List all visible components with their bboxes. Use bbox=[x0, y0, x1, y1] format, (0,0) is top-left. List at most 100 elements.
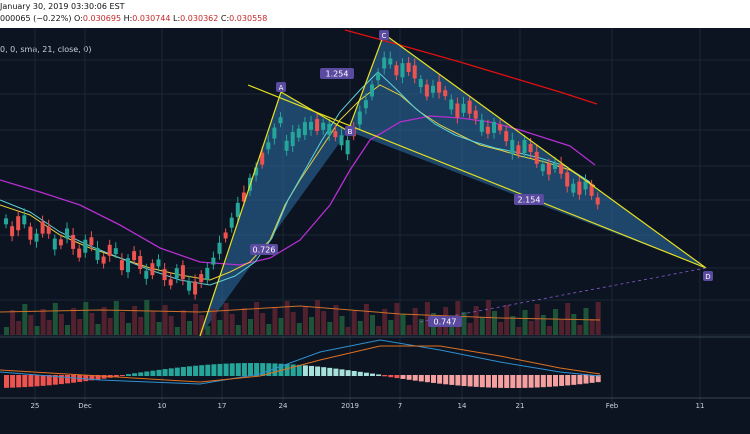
volume-bar-77 bbox=[473, 306, 479, 335]
macd-bar-37 bbox=[229, 363, 235, 376]
volume-bar-51 bbox=[315, 300, 321, 335]
macd-bar-51 bbox=[315, 366, 321, 376]
candle-body-54 bbox=[333, 131, 338, 138]
macd-bar-59 bbox=[363, 372, 369, 376]
candle-body-55 bbox=[339, 135, 344, 146]
macd-bar-90 bbox=[553, 375, 558, 387]
macd-bar-96 bbox=[589, 375, 595, 383]
candle-body-16 bbox=[101, 256, 106, 264]
volume-bar-33 bbox=[205, 326, 211, 335]
volume-bar-36 bbox=[223, 303, 229, 335]
volume-bar-3 bbox=[22, 304, 28, 335]
volume-bar-90 bbox=[553, 309, 558, 335]
pattern-line-bd-dashed bbox=[419, 267, 707, 323]
candle-body-7 bbox=[46, 226, 51, 234]
macd-bar-91 bbox=[559, 375, 565, 386]
volume-bar-75 bbox=[461, 312, 467, 335]
candle-body-56 bbox=[345, 140, 350, 155]
macd-bar-11 bbox=[71, 375, 77, 383]
volume-bar-95 bbox=[583, 308, 589, 335]
volume-bar-52 bbox=[321, 311, 327, 335]
macd-bar-15 bbox=[95, 375, 101, 380]
volume-bar-35 bbox=[217, 320, 223, 335]
chart-header: January 30, 2019 03:30:06 EST 000065 (−0… bbox=[0, 0, 750, 28]
candle-body-10 bbox=[65, 228, 69, 239]
candle-body-67 bbox=[412, 65, 417, 79]
candle-body-9 bbox=[58, 239, 63, 246]
volume-bar-62 bbox=[382, 309, 388, 335]
macd-bar-19 bbox=[119, 375, 125, 377]
candle-body-31 bbox=[193, 281, 198, 295]
macd-bar-35 bbox=[217, 363, 223, 376]
volume-bar-29 bbox=[180, 310, 186, 335]
candle-body-41 bbox=[254, 167, 259, 176]
volume-bar-59 bbox=[363, 304, 369, 335]
macd-bar-20 bbox=[126, 374, 131, 376]
candle-body-62 bbox=[382, 57, 387, 69]
candle-body-86 bbox=[528, 143, 533, 152]
macd-bar-70 bbox=[431, 375, 436, 383]
macd-bar-53 bbox=[327, 367, 333, 376]
volume-bar-7 bbox=[46, 320, 52, 335]
macd-signal-line bbox=[0, 345, 601, 383]
volume-bar-24 bbox=[150, 311, 156, 335]
volume-bar-14 bbox=[89, 313, 95, 335]
candle-body-37 bbox=[229, 217, 234, 228]
macd-bar-80 bbox=[492, 375, 497, 388]
x-tick-label-9: Feb bbox=[606, 402, 619, 410]
candle-body-93 bbox=[571, 183, 576, 193]
macd-bar-4 bbox=[28, 375, 34, 387]
macd-bar-30 bbox=[187, 366, 192, 376]
header-h-label: H: bbox=[123, 14, 133, 23]
candle-body-18 bbox=[113, 248, 118, 255]
macd-bar-43 bbox=[266, 363, 272, 376]
volume-bar-45 bbox=[278, 318, 284, 335]
macd-bar-6 bbox=[40, 375, 46, 386]
macd-bar-73 bbox=[449, 375, 455, 385]
candle-body-25 bbox=[156, 259, 161, 267]
candle-body-15 bbox=[95, 247, 100, 260]
candle-body-47 bbox=[290, 132, 295, 147]
volume-bar-21 bbox=[132, 306, 138, 335]
macd-bar-31 bbox=[193, 365, 199, 376]
macd-bar-2 bbox=[16, 375, 22, 388]
macd-bar-26 bbox=[162, 369, 168, 376]
volume-bar-68 bbox=[418, 319, 424, 335]
macd-bar-64 bbox=[394, 375, 400, 379]
candle-body-63 bbox=[388, 58, 393, 65]
macd-bar-14 bbox=[89, 375, 95, 381]
macd-bar-41 bbox=[254, 363, 260, 376]
candle-body-69 bbox=[424, 84, 429, 97]
volume-bar-39 bbox=[241, 308, 247, 335]
volume-bar-10 bbox=[65, 325, 70, 335]
volume-bar-8 bbox=[52, 303, 58, 335]
macd-bar-75 bbox=[461, 375, 467, 386]
candle-body-81 bbox=[498, 124, 503, 131]
candle-body-44 bbox=[272, 127, 277, 139]
volume-bar-42 bbox=[260, 313, 266, 335]
macd-bar-56 bbox=[345, 370, 351, 376]
candle-body-74 bbox=[455, 103, 460, 118]
macd-bar-94 bbox=[577, 375, 583, 385]
volume-bar-41 bbox=[254, 302, 260, 335]
candle-body-58 bbox=[357, 111, 362, 125]
candle-body-64 bbox=[394, 65, 399, 76]
volume-bar-86 bbox=[528, 321, 534, 335]
candle-body-53 bbox=[327, 123, 332, 135]
macd-bar-65 bbox=[400, 375, 406, 379]
ma-red-line bbox=[344, 29, 598, 105]
pattern-point-box-d bbox=[703, 271, 713, 281]
x-tick-label-2: 10 bbox=[158, 402, 167, 410]
macd-bar-33 bbox=[205, 364, 211, 376]
ratio-label-2: 2.154 bbox=[518, 196, 541, 205]
candle-body-19 bbox=[119, 260, 124, 271]
candle-body-45 bbox=[278, 117, 283, 124]
pattern-point-box-a bbox=[276, 82, 286, 92]
candle-body-76 bbox=[467, 100, 472, 114]
volume-bar-96 bbox=[589, 319, 595, 335]
macd-bar-49 bbox=[302, 365, 308, 376]
x-tick-label-5: 2019 bbox=[341, 402, 359, 410]
header-c-label: C: bbox=[220, 14, 230, 23]
macd-bar-47 bbox=[290, 364, 296, 376]
